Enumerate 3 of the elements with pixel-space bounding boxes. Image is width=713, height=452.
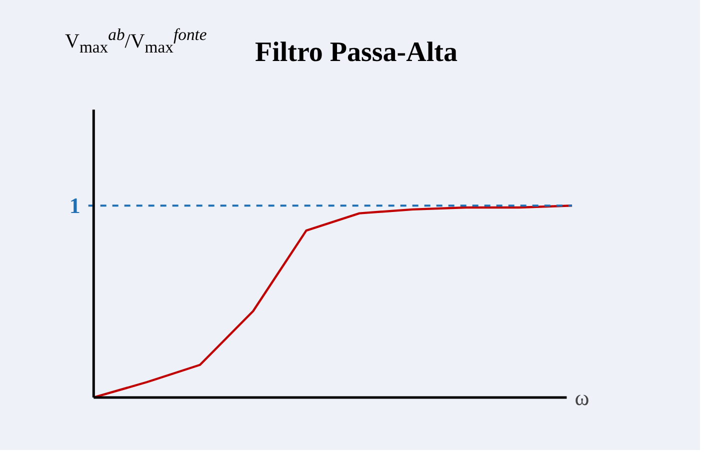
x-axis-title: ω <box>574 384 590 410</box>
ref-line-label: 1 <box>69 193 80 218</box>
chart-title: Filtro Passa-Alta <box>255 36 458 70</box>
